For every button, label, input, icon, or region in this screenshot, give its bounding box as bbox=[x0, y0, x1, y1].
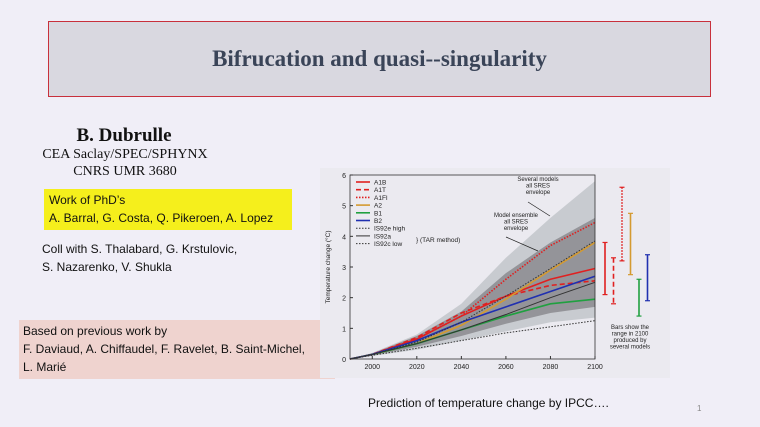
y-tick-label: 3 bbox=[342, 265, 346, 272]
x-tick-label: 2020 bbox=[409, 364, 425, 371]
slide-title: Bifrucation and quasi--singularity bbox=[212, 46, 547, 71]
envelope-annotation: envelope bbox=[504, 226, 529, 232]
x-tick-label: 2040 bbox=[454, 364, 470, 371]
bars-note-line: range in 2100 bbox=[612, 332, 649, 338]
x-tick-label: 2060 bbox=[498, 364, 514, 371]
affiliation-2: CNRS UMR 3680 bbox=[73, 164, 177, 179]
legend-label: B1 bbox=[374, 210, 382, 217]
y-tick-label: 5 bbox=[342, 204, 346, 211]
envelope-annotation: all SRES bbox=[526, 184, 550, 190]
envelope-annotation: Model ensemble bbox=[494, 213, 539, 219]
bars-note-line: Bars show the bbox=[611, 325, 650, 331]
series-line-A1T bbox=[349, 280, 596, 360]
legend-label: IS92a bbox=[374, 233, 391, 240]
prev-line-2: F. Daviaud, A. Chiffaudel, F. Ravelet, B… bbox=[23, 342, 305, 356]
x-tick-label: 2000 bbox=[364, 364, 380, 371]
phd-heading: Work of PhD’s bbox=[49, 193, 126, 207]
y-tick-label: 4 bbox=[342, 234, 346, 241]
phd-names: A. Barral, G. Costa, Q. Pikeroen, A. Lop… bbox=[49, 211, 274, 225]
affiliation-1: CEA Saclay/SPEC/SPHYNX bbox=[42, 147, 208, 162]
caption: Prediction of temperature change by IPCC… bbox=[368, 396, 609, 410]
legend-label: IS92c low bbox=[374, 241, 402, 248]
bars-note-line: produced by bbox=[613, 338, 646, 344]
annotation-arrow bbox=[505, 236, 539, 252]
legend-label: B2 bbox=[374, 218, 382, 225]
previous-work-box: Based on previous work by F. Daviaud, A.… bbox=[19, 320, 335, 379]
phd-box: Work of PhD’s A. Barral, G. Costa, Q. Pi… bbox=[44, 189, 292, 230]
envelope-annotation: Several models bbox=[517, 177, 558, 183]
x-tick-label: 2080 bbox=[543, 364, 559, 371]
page-number: 1 bbox=[697, 404, 702, 413]
coll-line-1: Coll with S. Thalabard, G. Krstulovic, bbox=[42, 242, 238, 256]
legend-label: A2 bbox=[374, 203, 382, 210]
envelope-annotation: envelope bbox=[526, 190, 551, 196]
y-tick-label: 0 bbox=[342, 357, 346, 364]
ipcc-chart: 0 1 2 3 4 5 6 2000 2020 2040 2060 2080 2100 Temperatu… bbox=[320, 168, 670, 378]
y-tick-label: 6 bbox=[342, 173, 346, 180]
y-tick-label: 2 bbox=[342, 296, 346, 303]
title-box: Bifrucation and quasi--singularity bbox=[48, 21, 711, 97]
author-name: B. Dubrulle bbox=[76, 125, 172, 146]
prev-line-1: Based on previous work by bbox=[23, 324, 168, 338]
collaborators: Coll with S. Thalabard, G. Krstulovic, S… bbox=[42, 240, 237, 276]
y-axis-label: Temperature change (°C) bbox=[324, 230, 332, 303]
legend-label: A1FI bbox=[374, 195, 388, 202]
annotation-arrow bbox=[527, 201, 551, 217]
bars-note-line: several models bbox=[610, 345, 650, 351]
envelope-1 bbox=[350, 217, 595, 359]
y-tick-label: 1 bbox=[342, 326, 346, 333]
series-line-IS92e-high bbox=[349, 240, 596, 360]
legend-label: A1T bbox=[374, 187, 386, 194]
x-tick-label: 2100 bbox=[587, 364, 603, 371]
legend-label: A1B bbox=[374, 180, 386, 187]
coll-line-2: S. Nazarenko, V. Shukla bbox=[42, 260, 172, 274]
envelope-annotation: all SRES bbox=[504, 220, 528, 226]
series-line-IS92a bbox=[349, 281, 596, 360]
legend-label: IS92e high bbox=[374, 226, 405, 233]
tar-label: } (TAR method) bbox=[416, 237, 460, 244]
prev-line-3: L. Marié bbox=[23, 360, 67, 374]
